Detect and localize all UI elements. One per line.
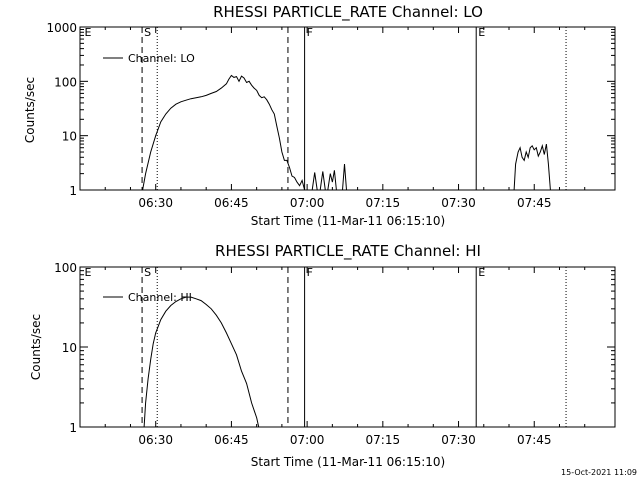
marker-label-e: E <box>85 26 92 39</box>
chart-title-hi: RHESSI PARTICLE_RATE Channel: HI <box>215 242 481 261</box>
marker-label-s: S <box>144 26 151 39</box>
y-tick-label: 100 <box>54 75 77 89</box>
series-line <box>143 296 260 428</box>
panel-hi: RHESSI PARTICLE_RATE Channel: HI Start T… <box>29 242 616 469</box>
x-tick-label: 06:45 <box>214 196 249 210</box>
chart-title-lo: RHESSI PARTICLE_RATE Channel: LO <box>213 3 483 22</box>
marker-label-e: E <box>478 26 485 39</box>
series-line <box>142 74 306 191</box>
x-tick-label: 07:15 <box>366 196 401 210</box>
legend-label-hi: Channel: HI <box>128 291 192 304</box>
marker-label-e: E <box>478 266 485 279</box>
marker-label-f: F <box>307 266 313 279</box>
y-tick-label: 10 <box>62 341 77 355</box>
y-axis-label-hi: Counts/sec <box>29 314 43 380</box>
x-tick-label: 06:30 <box>138 433 173 447</box>
y-tick-label: 1000 <box>46 21 77 35</box>
series-line <box>319 171 326 191</box>
series-line <box>342 164 347 191</box>
legend-label-lo: Channel: LO <box>128 52 195 65</box>
series-line <box>311 172 318 191</box>
y-tick-label: 10 <box>62 130 77 144</box>
plot-frame <box>79 26 616 191</box>
marker-label-s: S <box>144 266 151 279</box>
marker-label-e: E <box>85 266 92 279</box>
y-tick-label: 1 <box>69 184 77 198</box>
x-tick-label: 07:30 <box>441 433 476 447</box>
x-tick-label: 07:45 <box>517 433 552 447</box>
x-tick-label: 06:45 <box>214 433 249 447</box>
y-tick-label: 1 <box>69 421 77 435</box>
x-axis-label-hi: Start Time (11-Mar-11 06:15:10) <box>251 455 445 469</box>
x-tick-label: 06:30 <box>138 196 173 210</box>
x-tick-label: 07:15 <box>366 433 401 447</box>
x-tick-label: 07:00 <box>290 196 325 210</box>
series-line <box>513 143 551 191</box>
x-tick-label: 07:30 <box>441 196 476 210</box>
series-line <box>327 170 337 191</box>
x-tick-label: 07:00 <box>290 433 325 447</box>
x-axis-label-lo: Start Time (11-Mar-11 06:15:10) <box>251 214 445 228</box>
x-tick-label: 07:45 <box>517 196 552 210</box>
y-axis-label-lo: Counts/sec <box>23 77 37 143</box>
footer-timestamp: 15-Oct-2021 11:09 <box>561 468 637 477</box>
marker-label-f: F <box>307 26 313 39</box>
panel-lo: RHESSI PARTICLE_RATE Channel: LO Start T… <box>23 3 616 228</box>
y-tick-label: 100 <box>54 261 77 275</box>
